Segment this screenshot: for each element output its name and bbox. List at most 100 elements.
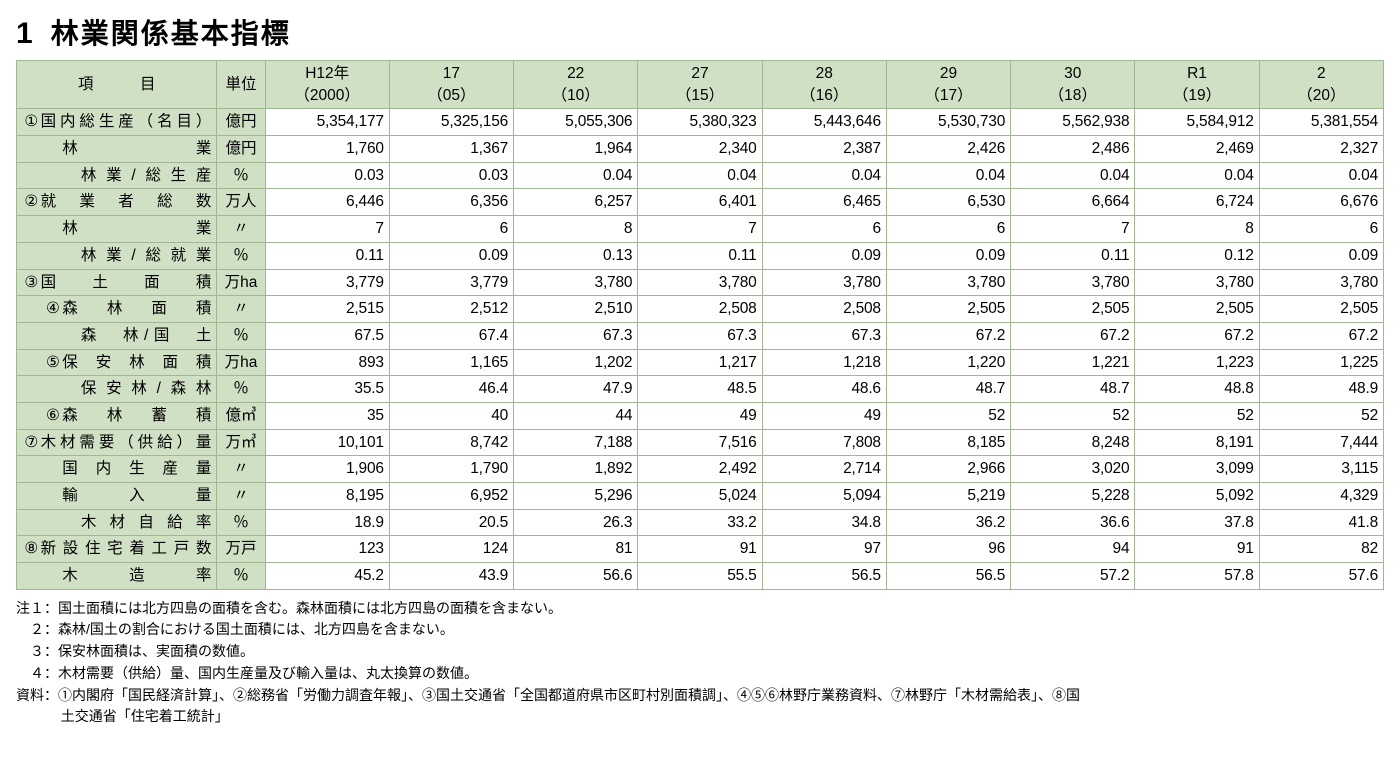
table-row: 林 業億円1,7601,3671,9642,3402,3872,4262,486…: [17, 136, 1384, 163]
row-15-val-4: 34.8: [762, 509, 886, 536]
page-title-row: 1 林業関係基本指標: [16, 12, 1384, 52]
row-11-val-1: 40: [389, 402, 513, 429]
col-year-0-bot: （2000）: [271, 85, 384, 107]
row-15-val-2: 26.3: [514, 509, 638, 536]
row-1-val-1: 1,367: [389, 136, 513, 163]
table-row: ④森 林 面 積〃2,5152,5122,5102,5082,5082,5052…: [17, 296, 1384, 323]
row-1-val-2: 1,964: [514, 136, 638, 163]
row-3-val-5: 6,530: [886, 189, 1010, 216]
row-3-unit: 万人: [217, 189, 265, 216]
row-13-label: 国 内 生 産 量: [62, 458, 211, 480]
row-7-unit: 〃: [217, 296, 265, 323]
row-7-val-1: 2,512: [389, 296, 513, 323]
row-5-label: 林業/総就業: [81, 245, 212, 267]
col-unit-label: 単位: [225, 76, 256, 93]
row-0-val-0: 5,354,177: [265, 109, 389, 136]
row-5-marker: [62, 245, 81, 267]
row-5-val-0: 0.11: [265, 242, 389, 269]
row-13-val-8: 3,115: [1259, 456, 1383, 483]
row-8-val-2: 67.3: [514, 322, 638, 349]
row-9-val-8: 1,225: [1259, 349, 1383, 376]
row-2-val-5: 0.04: [886, 162, 1010, 189]
row-7-val-7: 2,505: [1135, 296, 1259, 323]
row-13-val-3: 2,492: [638, 456, 762, 483]
row-9-marker: ⑤: [44, 352, 63, 374]
row-6-val-0: 3,779: [265, 269, 389, 296]
row-17-val-6: 57.2: [1011, 563, 1135, 590]
note-1: 国土面積には北方四島の面積を含む。森林面積には北方四島の面積を含まない。: [58, 598, 1384, 620]
row-7-val-8: 2,505: [1259, 296, 1383, 323]
row-16-label-cell: ⑧新設住宅着工戸数: [17, 536, 217, 563]
col-year-4-top: 28: [768, 63, 881, 85]
col-year-5-bot: （17）: [892, 85, 1005, 107]
row-10-val-4: 48.6: [762, 376, 886, 403]
row-5-unit: ％: [217, 242, 265, 269]
row-7-label: 森 林 面 積: [62, 298, 211, 320]
row-3-val-6: 6,664: [1011, 189, 1135, 216]
row-14-val-6: 5,228: [1011, 483, 1135, 510]
row-11-val-2: 44: [514, 402, 638, 429]
row-16-val-0: 123: [265, 536, 389, 563]
row-14-val-0: 8,195: [265, 483, 389, 510]
row-11-val-3: 49: [638, 402, 762, 429]
row-16-val-2: 81: [514, 536, 638, 563]
row-7-marker: ④: [44, 298, 63, 320]
col-year-1-top: 17: [395, 63, 508, 85]
row-6-label: 国 土 面 積: [41, 272, 212, 294]
row-4-val-5: 6: [886, 216, 1010, 243]
row-6-val-2: 3,780: [514, 269, 638, 296]
row-0-val-3: 5,380,323: [638, 109, 762, 136]
row-0-unit: 億円: [217, 109, 265, 136]
row-3-label-cell: ②就 業 者 総 数: [17, 189, 217, 216]
row-7-val-0: 2,515: [265, 296, 389, 323]
row-1-unit: 億円: [217, 136, 265, 163]
row-16-val-6: 94: [1011, 536, 1135, 563]
col-year-2-bot: （10）: [519, 85, 632, 107]
row-3-val-4: 6,465: [762, 189, 886, 216]
col-item: 項 目: [17, 61, 217, 109]
col-year-5: 29（17）: [886, 61, 1010, 109]
row-10-val-1: 46.4: [389, 376, 513, 403]
row-10-val-5: 48.7: [886, 376, 1010, 403]
row-6-val-3: 3,780: [638, 269, 762, 296]
row-12-val-5: 8,185: [886, 429, 1010, 456]
row-2-unit: ％: [217, 162, 265, 189]
row-9-val-6: 1,221: [1011, 349, 1135, 376]
row-15-val-7: 37.8: [1135, 509, 1259, 536]
row-7-val-4: 2,508: [762, 296, 886, 323]
row-17-unit: ％: [217, 563, 265, 590]
row-10-label-cell: 保安林/森林: [17, 376, 217, 403]
row-4-val-8: 6: [1259, 216, 1383, 243]
row-5-val-5: 0.09: [886, 242, 1010, 269]
row-10-val-7: 48.8: [1135, 376, 1259, 403]
col-year-4: 28（16）: [762, 61, 886, 109]
row-10-val-2: 47.9: [514, 376, 638, 403]
row-4-val-3: 7: [638, 216, 762, 243]
row-8-label-cell: 森 林/国 土: [17, 322, 217, 349]
row-12-label-cell: ⑦木材需要（供給）量: [17, 429, 217, 456]
row-10-marker: [62, 378, 81, 400]
col-year-0: H12年（2000）: [265, 61, 389, 109]
row-3-val-7: 6,724: [1135, 189, 1259, 216]
col-year-8: 2（20）: [1259, 61, 1383, 109]
row-11-marker: ⑥: [44, 405, 63, 427]
row-9-val-1: 1,165: [389, 349, 513, 376]
row-6-val-7: 3,780: [1135, 269, 1259, 296]
table-row: 木 材 自 給 率％18.920.526.333.234.836.236.637…: [17, 509, 1384, 536]
row-16-unit: 万戸: [217, 536, 265, 563]
row-12-val-1: 8,742: [389, 429, 513, 456]
row-4-marker: [44, 218, 63, 240]
row-14-val-7: 5,092: [1135, 483, 1259, 510]
row-13-val-0: 1,906: [265, 456, 389, 483]
row-17-val-0: 45.2: [265, 563, 389, 590]
row-2-val-2: 0.04: [514, 162, 638, 189]
row-12-marker: ⑦: [22, 432, 41, 454]
note-4-head: ４：: [16, 663, 58, 685]
note-1-head: 注１：: [16, 598, 58, 620]
row-9-label-cell: ⑤保 安 林 面 積: [17, 349, 217, 376]
row-8-val-7: 67.2: [1135, 322, 1259, 349]
row-6-val-1: 3,779: [389, 269, 513, 296]
row-17-val-1: 43.9: [389, 563, 513, 590]
col-year-8-top: 2: [1265, 63, 1378, 85]
row-9-val-4: 1,218: [762, 349, 886, 376]
